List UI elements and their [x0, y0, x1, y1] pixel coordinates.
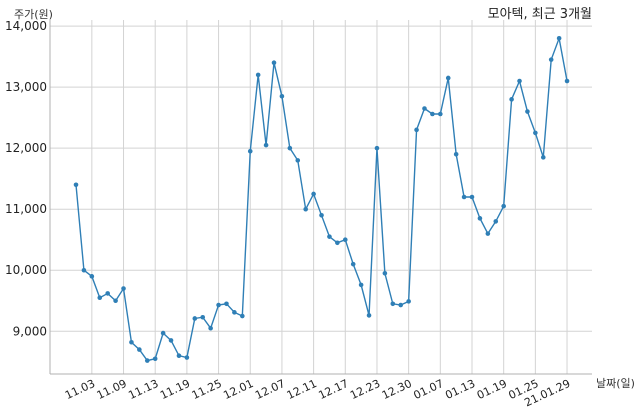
price-point — [509, 97, 514, 102]
price-point — [453, 151, 459, 157]
y-tick-label: 11,000 — [5, 202, 47, 216]
axes — [49, 20, 592, 375]
x-tick-label: 12.01 — [221, 377, 255, 402]
price-point — [89, 274, 95, 279]
price-point — [335, 240, 340, 246]
price-point — [73, 182, 79, 188]
price-point — [240, 313, 245, 319]
price-point — [279, 93, 285, 99]
price-point — [517, 78, 522, 84]
price-point — [406, 299, 411, 304]
y-tick-label: 9,000 — [13, 324, 47, 338]
x-tick-label: 01.13 — [443, 377, 477, 402]
price-point — [327, 234, 332, 239]
price-point — [390, 301, 396, 307]
price-point — [533, 130, 538, 136]
price-point — [311, 191, 316, 197]
price-point — [303, 206, 308, 212]
price-point — [144, 358, 150, 363]
price-point — [216, 302, 221, 308]
price-point — [556, 36, 562, 41]
price-point — [350, 261, 356, 267]
price-point — [430, 111, 435, 117]
price-point — [152, 356, 158, 362]
price-point — [255, 72, 261, 78]
x-tick-labels: 11.0311.0911.1311.1911.2512.0112.0712.11… — [63, 377, 572, 409]
x-tick-label: 01.07 — [412, 377, 446, 402]
price-point — [160, 330, 166, 336]
price-point — [97, 295, 103, 301]
x-tick-label: 11.25 — [190, 377, 224, 402]
price-point — [414, 127, 419, 133]
price-point — [232, 310, 237, 315]
price-point — [200, 314, 206, 320]
price-point — [548, 57, 554, 62]
y-tick-label: 10,000 — [5, 263, 47, 277]
x-tick-label: 12.23 — [348, 377, 382, 402]
price-point — [445, 75, 451, 81]
y-tick-label: 14,000 — [5, 19, 47, 33]
price-point — [366, 313, 372, 318]
price-point — [263, 142, 269, 148]
price-point — [168, 338, 174, 343]
price-point — [382, 270, 388, 276]
price-point — [438, 111, 443, 117]
x-axis-label: 날짜(일) — [596, 376, 635, 390]
price-point — [247, 148, 253, 154]
price-point — [176, 353, 182, 358]
y-tick-labels: 9,000 10,000 11,000 12,000 13,000 14,000 — [5, 19, 47, 338]
y-axis-label: 주가(원) — [14, 8, 53, 21]
x-tick-label: 11.13 — [126, 377, 160, 402]
price-point — [192, 316, 198, 321]
price-point — [469, 194, 475, 200]
price-point — [493, 219, 499, 224]
price-point — [342, 237, 348, 243]
x-tick-label: 11.03 — [63, 377, 97, 402]
x-tick-label: 01.19 — [475, 377, 509, 402]
price-point — [461, 194, 467, 200]
price-point — [271, 60, 277, 66]
x-tick-label: 11.09 — [95, 377, 129, 402]
price-point — [184, 355, 190, 360]
price-point — [564, 78, 570, 84]
x-tick-label: 11.19 — [158, 377, 192, 402]
price-point — [398, 302, 404, 308]
price-point — [525, 109, 530, 114]
price-point — [374, 145, 380, 151]
gridlines — [50, 20, 592, 374]
price-point — [224, 301, 229, 307]
price-point — [121, 286, 126, 291]
chart-title: 모아텍, 최근 3개월 — [488, 7, 592, 22]
price-point — [358, 282, 364, 288]
price-point — [81, 267, 87, 273]
price-point — [477, 216, 483, 221]
y-tick-label: 13,000 — [5, 80, 47, 94]
price-point — [105, 291, 110, 296]
price-point — [422, 106, 427, 111]
price-point — [501, 203, 506, 209]
price-point — [319, 213, 324, 218]
x-tick-label: 12.30 — [380, 377, 414, 402]
price-point — [295, 158, 301, 163]
price-point — [129, 339, 134, 345]
price-point — [485, 231, 491, 236]
x-tick-label: 12.07 — [253, 377, 287, 402]
x-tick-label: 12.17 — [317, 377, 351, 402]
price-point — [287, 145, 293, 151]
y-tick-label: 12,000 — [5, 141, 47, 155]
price-point — [137, 347, 142, 352]
price-points — [73, 36, 570, 363]
x-tick-label: 12.11 — [285, 377, 319, 402]
price-point — [540, 155, 546, 160]
price-point — [208, 325, 213, 331]
price-point — [113, 298, 118, 304]
